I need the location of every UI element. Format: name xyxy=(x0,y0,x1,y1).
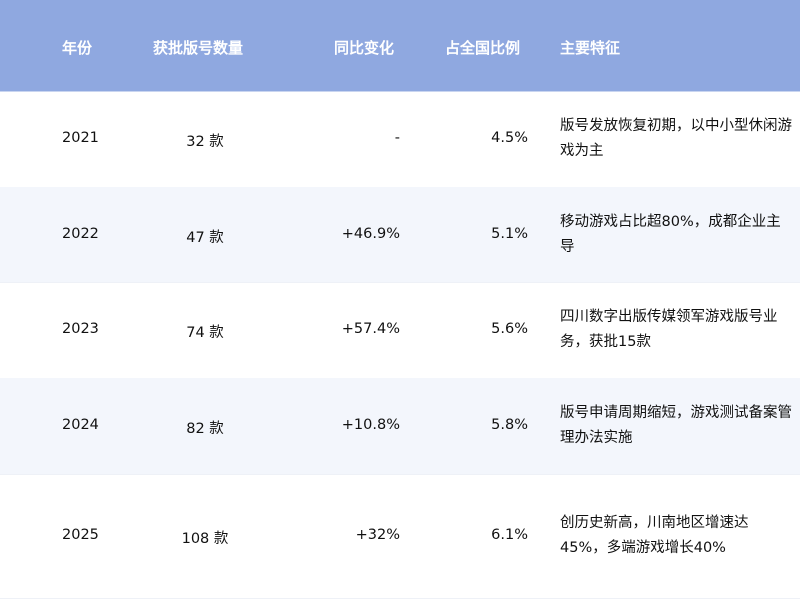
count-cell: 74 款 xyxy=(186,325,224,341)
ratio-cell: 6.1% xyxy=(491,527,528,543)
header-change: 同比变化 xyxy=(334,39,395,57)
feature-cell: 创历史新高，川南地区增速达45%，多端游戏增长40% xyxy=(560,515,749,556)
change-cell: +10.8% xyxy=(341,417,400,433)
header-count: 获批版号数量 xyxy=(153,39,244,57)
year-cell: 2021 xyxy=(62,130,99,146)
year-cell: 2022 xyxy=(62,225,99,242)
table-row: 2022 47 款 +46.9% 5.1% 移动游戏占比超80%，成都企业主导 xyxy=(0,187,800,283)
year-cell: 2023 xyxy=(62,321,99,337)
count-cell: 47 款 xyxy=(186,229,224,246)
change-cell: +57.4% xyxy=(341,321,400,337)
ratio-cell: 5.8% xyxy=(491,417,528,433)
table-row: 2023 74 款 +57.4% 5.6% 四川数字出版传媒领军游戏版号业务，获批15款 xyxy=(0,282,800,379)
change-cell: - xyxy=(394,130,400,146)
change-cell: +46.9% xyxy=(341,225,400,242)
count-cell: 82 款 xyxy=(186,421,224,437)
header-year: 年份 xyxy=(62,39,93,57)
table-row: 2021 32 款 - 4.5% 版号发放恢复初期，以中小型休闲游戏为主 xyxy=(0,91,800,188)
ratio-cell: 4.5% xyxy=(491,130,528,146)
table-header: 年份 获批版号数量 同比变化 占全国比例 主要特征 xyxy=(0,0,800,92)
header-ratio: 占全国比例 xyxy=(445,39,521,57)
count-cell: 32 款 xyxy=(186,134,224,150)
feature-cell: 版号申请周期缩短，游戏测试备案管理办法实施 xyxy=(560,405,792,446)
feature-cell: 移动游戏占比超80%，成都企业主导 xyxy=(560,213,781,255)
header-feature: 主要特征 xyxy=(560,39,621,57)
count-cell: 108 款 xyxy=(181,531,229,547)
feature-cell: 四川数字出版传媒领军游戏版号业务，获批15款 xyxy=(560,309,778,350)
change-cell: +32% xyxy=(355,527,400,543)
table-row: 2025 108 款 +32% 6.1% 创历史新高，川南地区增速达45%，多端游戏增长… xyxy=(0,474,800,599)
feature-cell: 版号发放恢复初期，以中小型休闲游戏为主 xyxy=(560,118,792,159)
ratio-cell: 5.1% xyxy=(491,225,528,242)
year-cell: 2024 xyxy=(62,417,99,433)
table-row: 2024 82 款 +10.8% 5.8% 版号申请周期缩短，游戏测试备案管理办法实施 xyxy=(0,378,800,475)
year-cell: 2025 xyxy=(62,527,99,543)
ratio-cell: 5.6% xyxy=(491,321,528,337)
